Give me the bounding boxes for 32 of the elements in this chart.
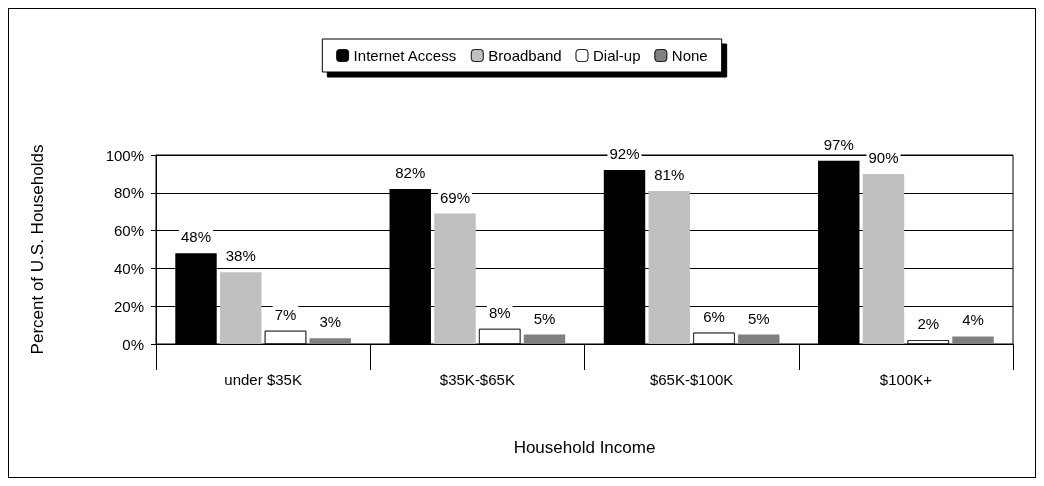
data-label: 38% <box>225 247 256 265</box>
y-axis-title: Percent of U.S. Households <box>28 144 47 355</box>
x-tick-label: $35K-$65K <box>439 371 515 388</box>
legend-label: Dial-up <box>593 47 641 64</box>
x-tick-label: under $35K <box>224 371 302 388</box>
data-label: 81% <box>654 165 685 183</box>
x-tick-label: $100K+ <box>879 371 933 388</box>
x-axis-title: Household Income <box>513 438 656 457</box>
data-label: 90% <box>868 148 899 166</box>
data-label: 6% <box>703 307 725 325</box>
data-label: 82% <box>395 164 426 182</box>
data-label: 7% <box>274 305 297 323</box>
y-tick-label: 40% <box>113 259 144 277</box>
x-tick-label: $65K-$100K <box>649 371 734 388</box>
data-label: 2% <box>917 315 940 333</box>
data-label: 48% <box>180 228 212 246</box>
y-tick-label: 0% <box>122 335 144 353</box>
y-tick-label: 100% <box>105 146 144 164</box>
data-label: 4% <box>962 311 984 329</box>
data-label: 69% <box>439 188 471 206</box>
data-label: 8% <box>488 303 511 321</box>
data-label: 92% <box>609 145 640 163</box>
data-label: 3% <box>319 313 342 331</box>
legend-label: Internet Access <box>353 47 457 64</box>
data-label: 97% <box>823 135 854 153</box>
legend-label: None <box>671 47 708 64</box>
data-label: 5% <box>747 309 770 327</box>
y-tick-label: 80% <box>113 184 144 202</box>
legend-label: Broadband <box>488 47 562 64</box>
data-label: 5% <box>533 309 556 327</box>
y-tick-label: 20% <box>113 297 144 315</box>
y-tick-label: 60% <box>113 222 144 240</box>
